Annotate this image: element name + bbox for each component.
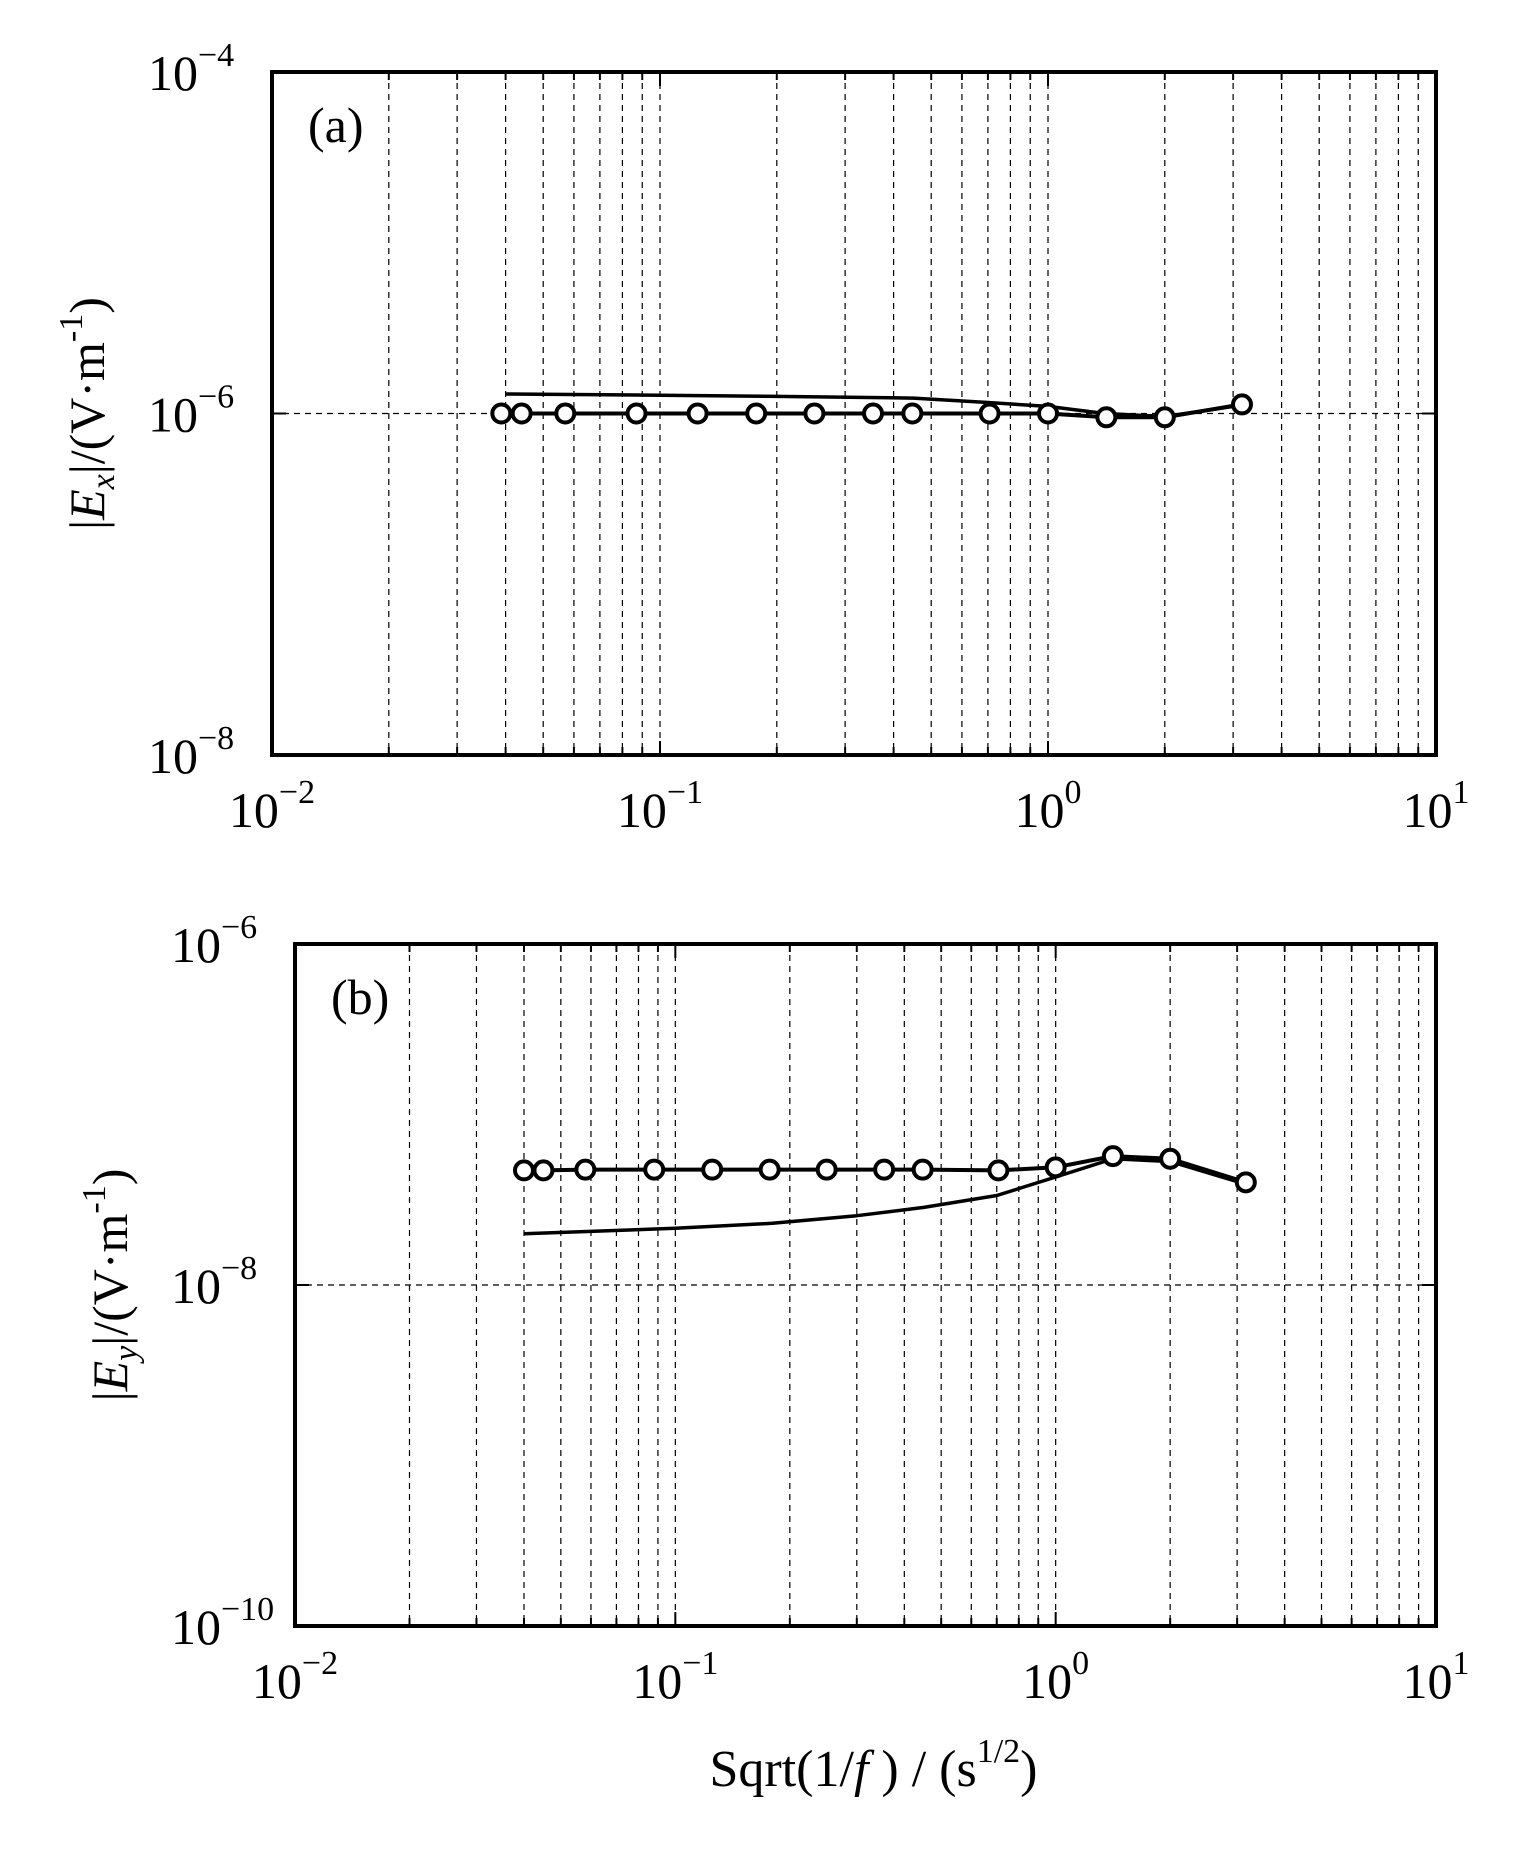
- data-point: [815, 1158, 838, 1181]
- plot-frame: [270, 70, 1438, 757]
- series-solid-line: [523, 1157, 1247, 1236]
- data-point: [978, 402, 1001, 425]
- x-tick-label: 100: [1015, 774, 1082, 838]
- data-point: [554, 402, 577, 425]
- y-axis-label: |Ey|/(V·m-1): [76, 1169, 145, 1402]
- data-point: [803, 402, 826, 425]
- data-point: [1095, 406, 1118, 429]
- x-tick-label: 101: [1403, 1645, 1470, 1709]
- data-point: [1037, 402, 1059, 425]
- x-tick-label: 10−2: [252, 1645, 338, 1709]
- data-point: [532, 1159, 555, 1182]
- data-point: [625, 402, 648, 425]
- chart-panel-b: 10−2 10−1 100 101 10−10 10−8 10−6 (b) |Ey|/(V·m-…: [76, 909, 1470, 1798]
- y-tick-label: 10−10: [171, 1591, 274, 1655]
- data-point: [987, 1159, 1010, 1182]
- data-point: [1101, 1145, 1124, 1168]
- data-point: [911, 1158, 934, 1181]
- x-tick-label: 10−2: [229, 774, 315, 838]
- y-tick-label: 10−8: [171, 1250, 257, 1314]
- x-axis-label: Sqrt(1/f ) / (s1/2): [709, 1733, 1037, 1798]
- plot-frame: [293, 942, 1438, 1628]
- data-point: [1153, 406, 1176, 429]
- x-tick-label: 101: [1403, 774, 1470, 838]
- x-tick-label: 10−1: [632, 1645, 718, 1709]
- data-point: [574, 1158, 597, 1181]
- data-point: [512, 1159, 535, 1182]
- panel-label: (a): [308, 97, 364, 153]
- data-point: [1044, 1156, 1067, 1179]
- data-point: [510, 402, 533, 425]
- x-tick-label: 10−1: [617, 774, 703, 838]
- data-point: [1234, 1171, 1257, 1194]
- y-tick-label: 10−6: [148, 379, 234, 443]
- y-tick-label: 10−4: [148, 37, 234, 101]
- data-point: [490, 402, 513, 425]
- data-point: [862, 402, 885, 425]
- data-point: [643, 1158, 666, 1181]
- data-point: [1230, 393, 1253, 416]
- chart-panel-a: 10−2 10−1 100 101 10−8 10−6 10−4 (a) |Ex|/(V·m-1…: [53, 37, 1470, 838]
- data-point: [901, 402, 924, 425]
- y-axis-label: |Ex|/(V·m-1): [53, 297, 122, 530]
- data-point: [701, 1158, 724, 1181]
- panel-label: (b): [331, 969, 389, 1025]
- data-point: [758, 1158, 781, 1181]
- data-point: [873, 1158, 896, 1181]
- x-tick-label: 100: [1022, 1645, 1089, 1709]
- data-point: [1159, 1147, 1182, 1170]
- y-tick-label: 10−8: [148, 720, 234, 784]
- data-point: [686, 402, 709, 425]
- data-point: [745, 402, 768, 425]
- y-tick-label: 10−6: [171, 909, 257, 973]
